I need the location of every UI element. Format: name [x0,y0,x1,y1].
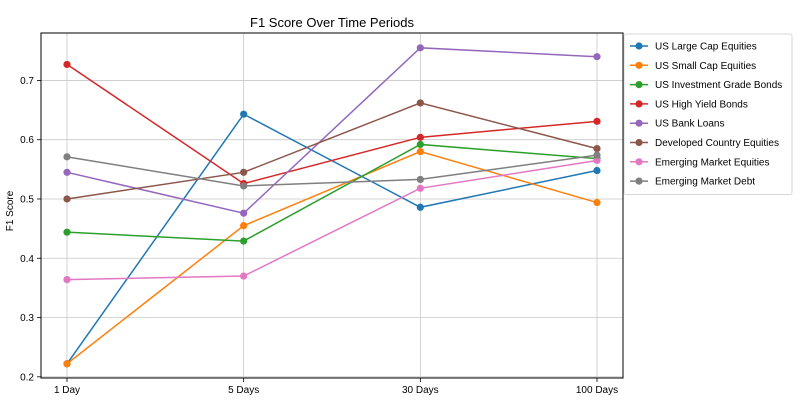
data-point [63,275,71,284]
data-point [63,195,71,203]
legend-label: US Large Cap Equities [655,42,757,53]
y-axis-label: F1 Score [5,190,16,231]
grid [41,33,623,378]
series-group [63,44,601,368]
legend-label: US Bank Loans [655,119,725,130]
data-point [240,222,248,230]
data-point [593,117,601,125]
data-point [240,272,248,280]
data-point [63,228,71,236]
legend-label: Emerging Market Equities [655,157,770,168]
legend-marker [635,61,643,69]
series-line [66,143,598,242]
data-point [593,151,601,159]
legend-marker [635,81,643,89]
series-1 [63,110,601,368]
data-point [593,156,601,165]
y-tick-label: 0.2 [20,372,34,383]
legend-label: US High Yield Bonds [655,99,748,110]
x-tick-label: 100 Days [576,385,618,396]
legend-label: Developed Country Equities [655,138,779,149]
legend-label: Emerging Market Debt [655,177,755,188]
axis-ticks: 1 Day 5 Days 30 Days 100 Days 0.2 0.3 0.4 0.5 0.… [20,76,618,396]
legend-item: US High Yield Bonds [630,99,748,110]
series-7 [63,156,601,284]
data-point [416,203,424,211]
series-line [66,154,598,187]
data-point [240,209,248,217]
legend-item: Developed Country Equities [630,138,779,149]
series-line [66,150,598,365]
legend-marker [635,42,643,50]
legend-marker [635,119,643,127]
y-tick-label: 0.7 [20,76,34,87]
data-point [63,60,71,69]
legend-item: US Large Cap Equities [630,42,757,53]
data-point [593,53,601,61]
legend-item: US Bank Loans [630,119,725,130]
data-point [240,110,248,118]
data-point [240,237,248,245]
data-point [416,147,424,156]
legend-marker [635,138,643,147]
legend-marker [635,177,643,185]
x-tick-label: 5 Days [228,385,259,396]
legend-marker [635,158,643,166]
data-point [593,166,601,175]
data-point [416,44,424,52]
series-line [66,102,598,200]
data-point [593,198,601,207]
data-point [416,175,424,184]
legend-item: Emerging Market Debt [630,177,755,188]
legend-label: US Small Cap Equities [655,61,756,72]
data-point [63,168,71,176]
legend-item: US Investment Grade Bonds [630,80,782,91]
legend: US Large Cap Equities US Small Cap Equiti… [623,33,793,195]
data-point [416,133,424,141]
legend-item: Emerging Market Equities [630,157,770,168]
y-tick-label: 0.6 [20,135,34,146]
series-5 [63,44,601,217]
data-point [240,168,248,176]
data-point [416,99,424,107]
legend-marker [635,100,643,108]
chart-title: F1 Score Over Time Periods [250,15,414,30]
series-8 [63,151,601,190]
data-point [416,184,424,192]
plot-area-frame [40,32,624,379]
data-point [416,140,424,149]
y-tick-label: 0.3 [20,313,34,324]
series-line [66,159,598,281]
series-3 [63,140,601,245]
legend-box [623,33,793,195]
data-point [63,360,71,368]
x-tick-label: 30 Days [402,385,439,396]
series-line [66,63,598,185]
series-4 [63,60,601,188]
y-tick-label: 0.4 [20,254,34,265]
data-point [240,182,248,190]
y-tick-label: 0.5 [20,194,34,205]
legend-label: US Investment Grade Bonds [655,80,782,91]
legend-item: US Small Cap Equities [630,61,756,72]
series-6 [63,99,601,203]
data-point [63,153,71,161]
data-point [593,144,601,153]
series-line [66,47,598,215]
series-2 [63,147,601,368]
x-tick-label: 1 Day [54,385,80,396]
